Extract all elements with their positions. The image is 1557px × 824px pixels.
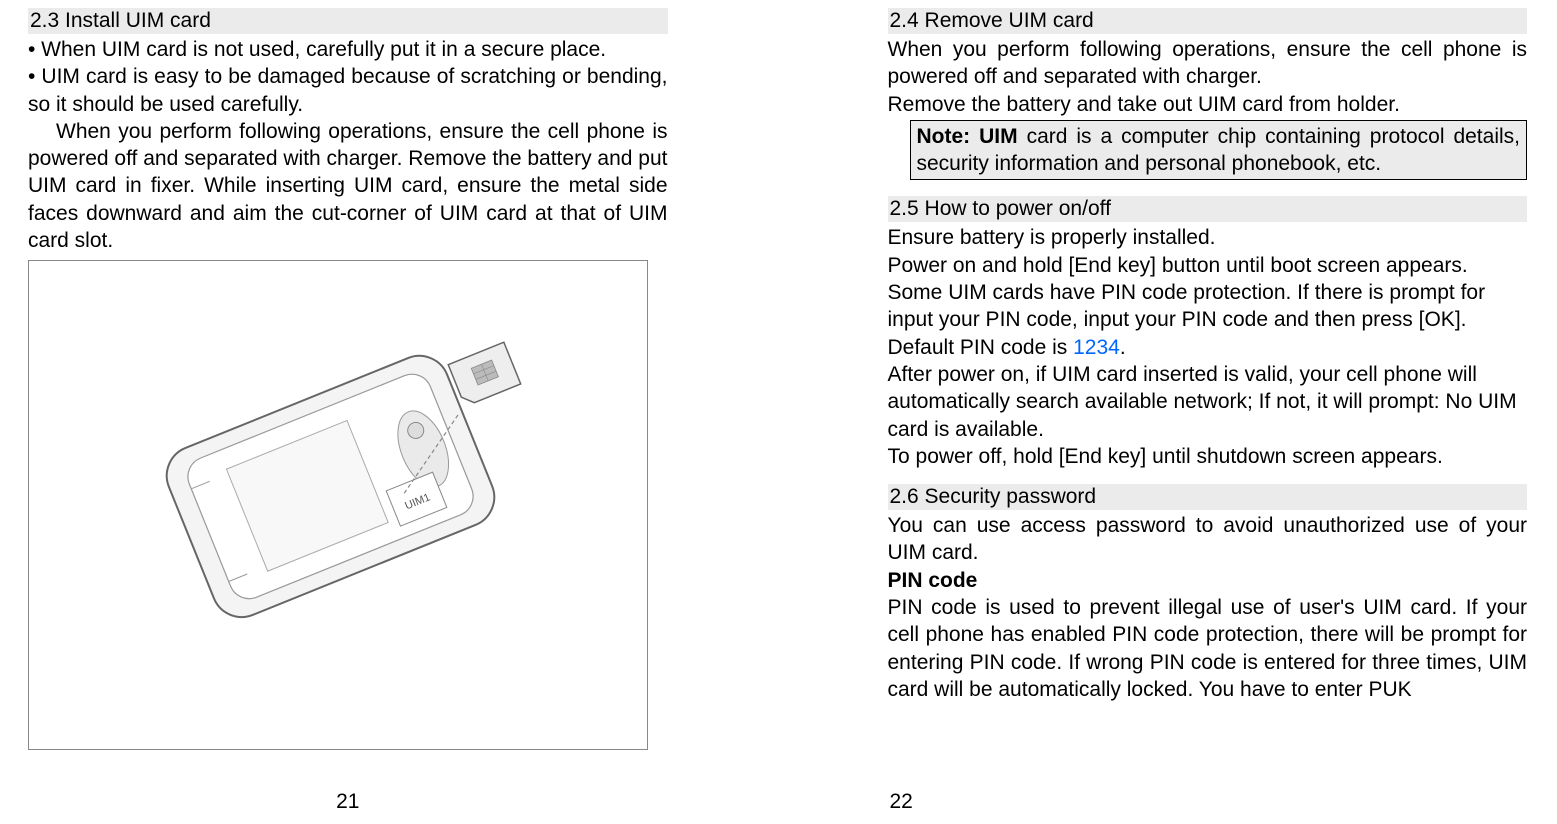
page-21: 2.3 Install UIM card • When UIM card is … — [0, 0, 788, 824]
heading-2-5: 2.5 How to power on/off — [888, 196, 1528, 222]
note-box-uim: Note: UIM card is a computer chip contai… — [910, 120, 1528, 181]
pin-code-heading: PIN code — [888, 567, 1528, 594]
heading-2-4: 2.4 Remove UIM card — [888, 8, 1528, 34]
power-para-c: Some UIM cards have PIN code protection.… — [888, 279, 1528, 361]
power-para-c-prefix: Some UIM cards have PIN code protection.… — [888, 281, 1486, 359]
install-instructions: When you perform following operations, e… — [28, 118, 668, 254]
security-para-a: You can use access password to avoid una… — [888, 512, 1528, 567]
page-number-right: 22 — [888, 790, 1528, 814]
default-pin-code: 1234 — [1073, 336, 1120, 359]
power-para-e: To power off, hold [End key] until shutd… — [888, 443, 1528, 470]
pin-code-para: PIN code is used to prevent illegal use … — [888, 594, 1528, 703]
bullet-damage-warning: • UIM card is easy to be damaged because… — [28, 63, 668, 118]
power-para-a: Ensure battery is properly installed. — [888, 224, 1528, 251]
phone-uim-diagram: UIM1 — [98, 335, 578, 675]
note-label: Note: UIM — [917, 125, 1018, 148]
bullet-secure-place: • When UIM card is not used, carefully p… — [28, 36, 668, 63]
page-number-left: 21 — [28, 790, 668, 814]
power-para-d: After power on, if UIM card inserted is … — [888, 361, 1528, 443]
heading-2-6: 2.6 Security password — [888, 484, 1528, 510]
page-22: 2.4 Remove UIM card When you perform fol… — [788, 0, 1557, 824]
spacer-1 — [888, 182, 1528, 196]
remove-para-b: Remove the battery and take out UIM card… — [888, 91, 1528, 118]
phone-illustration-container: UIM1 — [28, 260, 648, 750]
heading-2-3: 2.3 Install UIM card — [28, 8, 668, 34]
power-para-b: Power on and hold [End key] button until… — [888, 252, 1528, 279]
remove-para-a: When you perform following operations, e… — [888, 36, 1528, 91]
spacer-2 — [888, 470, 1528, 484]
power-para-c-suffix: . — [1120, 336, 1126, 359]
